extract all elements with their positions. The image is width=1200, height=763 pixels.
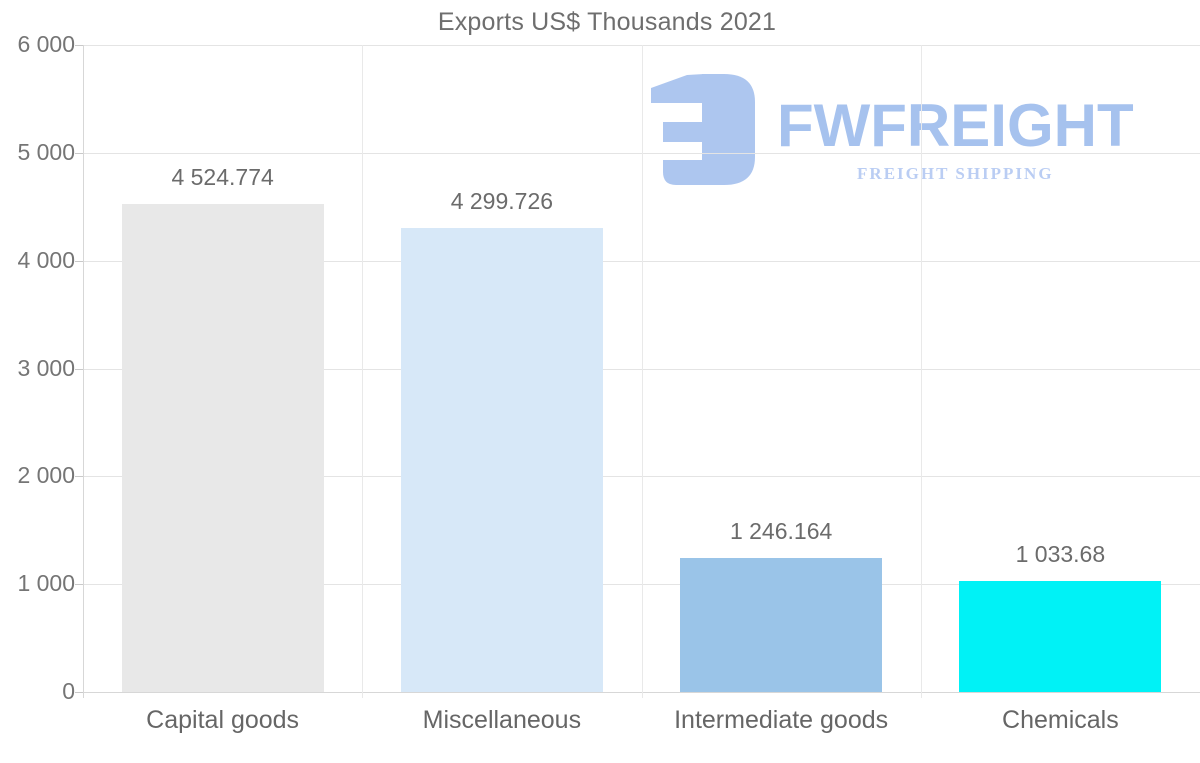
y-tick-label: 4 000 — [17, 246, 75, 273]
category-separator-gridline — [362, 45, 364, 698]
x-category-label-intermediate-goods: Intermediate goods — [674, 706, 889, 734]
y-tick-label: 5 000 — [17, 138, 75, 165]
y-tick-label: 0 — [62, 678, 75, 704]
y-axis-tick — [75, 260, 83, 262]
category-separator-gridline — [920, 45, 922, 698]
bar-value-label-intermediate-goods: 1 246.164 — [729, 517, 833, 544]
brand-logo-mark-icon — [651, 74, 755, 185]
y-axis-tick — [75, 584, 83, 586]
bar-value-label-miscellaneous: 4 299.726 — [450, 188, 554, 215]
bar-chemicals[interactable] — [959, 580, 1162, 692]
brand-logo-text: FWFREIGHT FREIGHT SHIPPING — [777, 74, 1134, 184]
y-axis-tick — [75, 152, 83, 154]
y-axis-line — [83, 45, 84, 698]
brand-name: FWFREIGHT — [777, 92, 1134, 159]
y-axis-tick — [75, 368, 83, 370]
y-tick-label: 3 000 — [17, 354, 75, 381]
y-tick-label: 1 000 — [17, 570, 75, 597]
y-axis-tick — [75, 692, 83, 693]
bar-intermediate-goods[interactable] — [680, 557, 883, 692]
brand-logo: FWFREIGHT FREIGHT SHIPPING — [648, 74, 1134, 185]
x-category-label-capital-goods: Capital goods — [146, 706, 300, 734]
bar-value-label-chemicals: 1 033.68 — [1015, 540, 1106, 567]
y-axis-tick — [75, 476, 83, 478]
bar-value-label-capital-goods: 4 524.774 — [171, 164, 274, 191]
y-tick-label: 2 000 — [17, 462, 75, 489]
bar-capital-goods[interactable] — [121, 204, 324, 692]
x-category-label-miscellaneous: Miscellaneous — [422, 706, 582, 734]
chart-title: Exports US$ Thousands 2021 — [437, 8, 777, 36]
y-tick-label: 6 000 — [17, 31, 75, 57]
y-axis-tick — [75, 45, 83, 46]
brand-tagline: FREIGHT SHIPPING — [857, 164, 1054, 183]
category-separator-gridline — [641, 45, 643, 698]
x-category-label-chemicals: Chemicals — [1002, 706, 1119, 734]
bar-miscellaneous[interactable] — [400, 228, 603, 692]
